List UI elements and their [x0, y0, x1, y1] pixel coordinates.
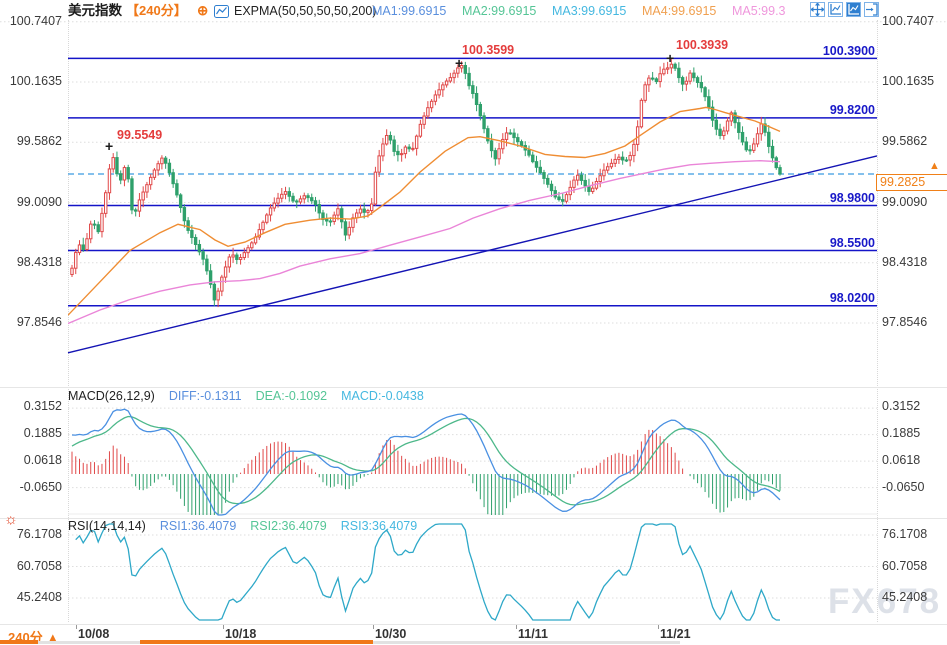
date-tick	[516, 625, 517, 629]
swing-high-marker: +	[105, 138, 114, 154]
date-tick	[658, 625, 659, 629]
macd-axis-left-label: 0.0618	[23, 453, 62, 467]
main-axis-left-label: 98.4318	[16, 255, 62, 269]
rsi-axis-right-label: 60.7058	[882, 559, 928, 573]
symbol-title: 美元指数	[68, 3, 122, 18]
scale-axis-icon[interactable]	[828, 2, 843, 17]
date-tick	[223, 625, 224, 629]
swing-high-annotation: 99.5549	[117, 128, 163, 142]
tab-underline	[0, 640, 38, 644]
main-axis-right-label: 97.8546	[882, 315, 928, 329]
level-label: 98.0200	[829, 291, 875, 305]
level-label: 100.3900	[822, 44, 875, 58]
swing-high-annotation: 100.3939	[676, 38, 729, 52]
ma4-value: MA4:99.6915	[642, 4, 717, 18]
rsi-axis-left-label: 76.1708	[16, 527, 62, 541]
macd-header: MACD(26,12,9) DIFF:-0.1311 DEA:-0.1092 M…	[68, 389, 424, 403]
macd-axis-right-label: 0.3152	[882, 399, 921, 413]
macd-axis-left-label: 0.3152	[23, 399, 62, 413]
rsi-axis-right-label: 45.2408	[882, 590, 928, 604]
main-axis-left-label: 100.7407	[9, 14, 62, 28]
date-tick	[373, 625, 374, 629]
main-axis-right-label: 100.7407	[882, 14, 935, 28]
rsi-axis-left-label: 45.2408	[16, 590, 62, 604]
macd-axis-right-label: 0.0618	[882, 453, 921, 467]
rsi-axis-left-label: 60.7058	[16, 559, 62, 573]
plot-right-border	[877, 20, 878, 622]
macd-axis-left-label: -0.0650	[19, 480, 62, 494]
main-axis-right-label: 99.5862	[882, 134, 928, 148]
date-label: 10/08	[78, 627, 110, 641]
plot-left-border	[68, 20, 69, 622]
main-axis-right-label: 100.1635	[882, 74, 935, 88]
date-label: 11/21	[660, 627, 691, 641]
level-label: 98.9800	[829, 191, 875, 205]
level-label: 98.5500	[829, 236, 875, 250]
interval-tag: 【240分】	[126, 3, 187, 18]
pan-crosshair-icon[interactable]	[810, 2, 825, 17]
current-price-box: 99.2825	[876, 174, 947, 191]
swing-high-annotation: 100.3599	[462, 43, 515, 57]
date-label: 11/11	[518, 627, 548, 641]
watermark: FX678	[828, 582, 942, 621]
macd-axis-left-label: 0.1885	[23, 426, 62, 440]
rsi-axis-right-label: 76.1708	[882, 527, 928, 541]
rsi-header: RSI(14,14,14) RSI1:36.4079 RSI2:36.4079 …	[68, 519, 417, 533]
indicator-sun-icon[interactable]: ☼	[4, 511, 18, 528]
macd-macd-value: MACD:-0.0438	[341, 389, 424, 403]
main-axis-left-label: 99.5862	[16, 134, 62, 148]
price-up-arrow-icon: ▲	[929, 160, 940, 172]
swing-high-marker: +	[666, 50, 675, 66]
macd-axis-right-label: 0.1885	[882, 426, 921, 440]
collapse-right-icon[interactable]	[864, 2, 879, 17]
macd-diff-value: DIFF:-0.1311	[168, 389, 242, 403]
main-axis-left-label: 99.0090	[16, 195, 62, 209]
date-label: 10/18	[225, 627, 257, 641]
main-axis-right-label: 98.4318	[882, 255, 928, 269]
rsi2-value: RSI2:36.4079	[250, 519, 327, 533]
panel-separator	[0, 518, 947, 519]
main-axis-left-label: 97.8546	[16, 315, 62, 329]
rsi3-value: RSI3:36.4079	[340, 519, 418, 533]
ma1-value: MA1:99.6915	[372, 4, 447, 18]
indicator-title: EXPMA(50,50,50,50,200)	[234, 4, 377, 18]
panel-separator	[0, 387, 947, 388]
level-label: 99.8200	[829, 103, 875, 117]
date-label: 10/30	[375, 627, 407, 641]
macd-axis-right-label: -0.0650	[882, 480, 925, 494]
date-tick	[76, 625, 77, 629]
swing-high-marker: +	[455, 55, 464, 71]
chart-type-icon[interactable]	[214, 4, 229, 20]
chart-toolbar	[810, 2, 879, 17]
ma3-value: MA3:99.6915	[552, 4, 627, 18]
indicator-settings-icon[interactable]: ⊕	[197, 3, 209, 18]
scale-axis-filled-icon[interactable]	[846, 2, 861, 17]
ma5-value: MA5:99.3	[732, 4, 786, 18]
rsi-title: RSI(14,14,14)	[68, 519, 146, 533]
rsi1-value: RSI1:36.4079	[159, 519, 237, 533]
ma2-value: MA2:99.6915	[462, 4, 537, 18]
main-axis-right-label: 99.0090	[882, 195, 928, 209]
macd-dea-value: DEA:-0.1092	[255, 389, 328, 403]
panel-separator	[0, 624, 947, 625]
macd-title: MACD(26,12,9)	[68, 389, 155, 403]
chart-scrollbar-thumb[interactable]	[140, 640, 373, 644]
main-axis-left-label: 100.1635	[9, 74, 62, 88]
